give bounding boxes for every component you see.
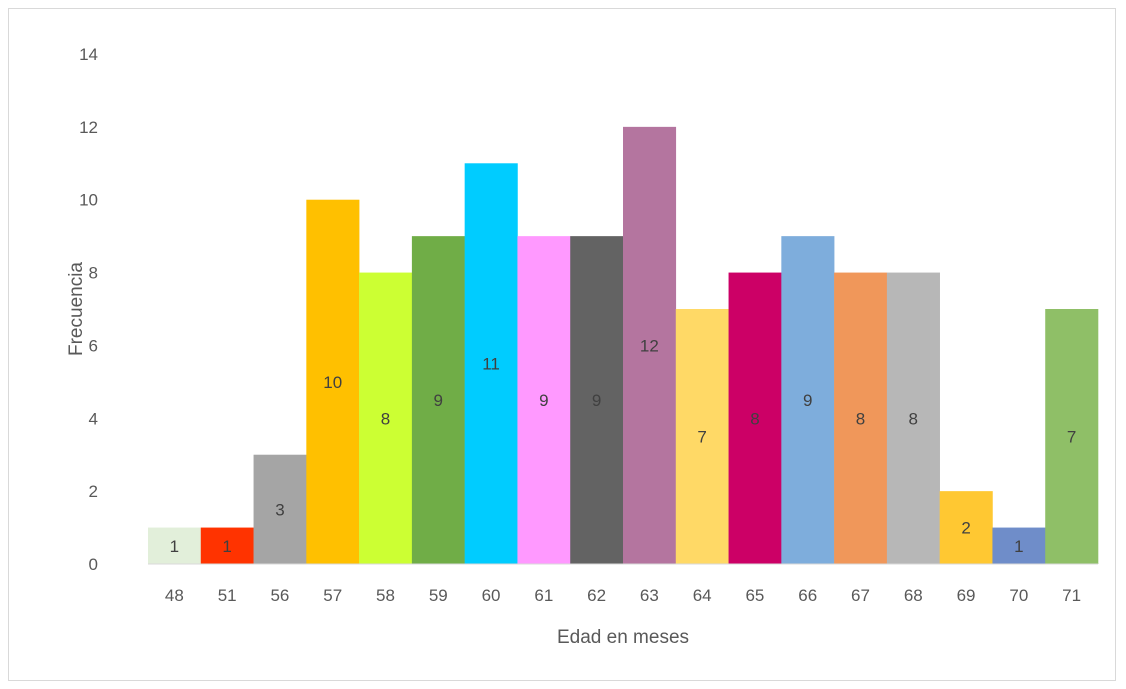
bar-value-label: 7 bbox=[1067, 428, 1076, 447]
bars bbox=[148, 126, 1099, 565]
bar-value-label: 8 bbox=[750, 409, 759, 428]
y-tick-label: 0 bbox=[89, 555, 98, 574]
bar bbox=[992, 527, 1046, 564]
x-tick-label: 63 bbox=[640, 586, 659, 605]
bar-value-label: 8 bbox=[381, 409, 390, 428]
bar-value-label: 10 bbox=[323, 373, 342, 392]
x-axis-title: Edad en meses bbox=[557, 627, 689, 648]
bar bbox=[306, 199, 360, 564]
x-tick-label: 65 bbox=[745, 586, 764, 605]
y-tick-label: 12 bbox=[79, 118, 98, 137]
y-tick-label: 8 bbox=[89, 264, 98, 283]
bar-value-label: 11 bbox=[482, 355, 500, 374]
x-tick-label: 59 bbox=[429, 586, 448, 605]
y-tick-label: 14 bbox=[79, 45, 98, 64]
bar bbox=[148, 527, 202, 564]
bar-value-label: 12 bbox=[640, 336, 659, 355]
bar bbox=[1045, 309, 1099, 564]
bar-value-label: 8 bbox=[909, 409, 918, 428]
bar-value-label: 9 bbox=[592, 391, 601, 410]
bar-value-label: 9 bbox=[539, 391, 548, 410]
bar-value-label: 2 bbox=[961, 519, 970, 538]
y-tick-label: 6 bbox=[89, 336, 98, 355]
x-tick-label: 51 bbox=[218, 586, 237, 605]
bar-value-label: 1 bbox=[170, 537, 179, 556]
x-tick-label: 69 bbox=[957, 586, 976, 605]
bar bbox=[886, 272, 940, 564]
y-tick-label: 4 bbox=[89, 409, 98, 428]
bar bbox=[834, 272, 888, 564]
y-axis-title: Frecuencia bbox=[66, 262, 87, 356]
bar bbox=[623, 126, 677, 565]
bar-value-label: 1 bbox=[222, 537, 231, 556]
bar bbox=[728, 272, 782, 564]
bar bbox=[411, 236, 465, 564]
x-tick-label: 60 bbox=[482, 586, 501, 605]
bar-value-label: 7 bbox=[697, 428, 706, 447]
bar bbox=[781, 236, 835, 564]
bar bbox=[675, 309, 729, 564]
x-tick-label: 66 bbox=[798, 586, 817, 605]
bar bbox=[253, 454, 307, 564]
y-axis-ticks: 0 2 4 6 8 10 12 14 bbox=[79, 45, 98, 574]
x-tick-label: 68 bbox=[904, 586, 923, 605]
y-tick-label: 2 bbox=[89, 482, 98, 501]
bar-value-label: 8 bbox=[856, 409, 865, 428]
x-tick-label: 48 bbox=[165, 586, 184, 605]
x-tick-label: 62 bbox=[587, 586, 606, 605]
x-tick-label: 67 bbox=[851, 586, 870, 605]
bar-value-label: 9 bbox=[803, 391, 812, 410]
bar bbox=[200, 527, 254, 564]
x-tick-label: 58 bbox=[376, 586, 395, 605]
bar bbox=[359, 272, 413, 564]
bar-value-label: 1 bbox=[1014, 537, 1023, 556]
x-tick-label: 64 bbox=[693, 586, 712, 605]
bar-value-label: 9 bbox=[434, 391, 443, 410]
bar bbox=[939, 491, 993, 564]
bar bbox=[464, 163, 518, 565]
x-tick-label: 71 bbox=[1062, 586, 1081, 605]
y-tick-label: 10 bbox=[79, 191, 98, 210]
bar bbox=[570, 236, 624, 564]
x-tick-label: 70 bbox=[1009, 586, 1028, 605]
x-tick-label: 61 bbox=[534, 586, 553, 605]
x-tick-label: 56 bbox=[270, 586, 289, 605]
bar bbox=[517, 236, 571, 564]
x-axis-ticks: 48 51 56 57 58 59 60 61 62 63 64 65 66 67 68 69 70 71 bbox=[165, 586, 1081, 605]
bar-value-label: 3 bbox=[275, 500, 284, 519]
x-tick-label: 57 bbox=[323, 586, 342, 605]
